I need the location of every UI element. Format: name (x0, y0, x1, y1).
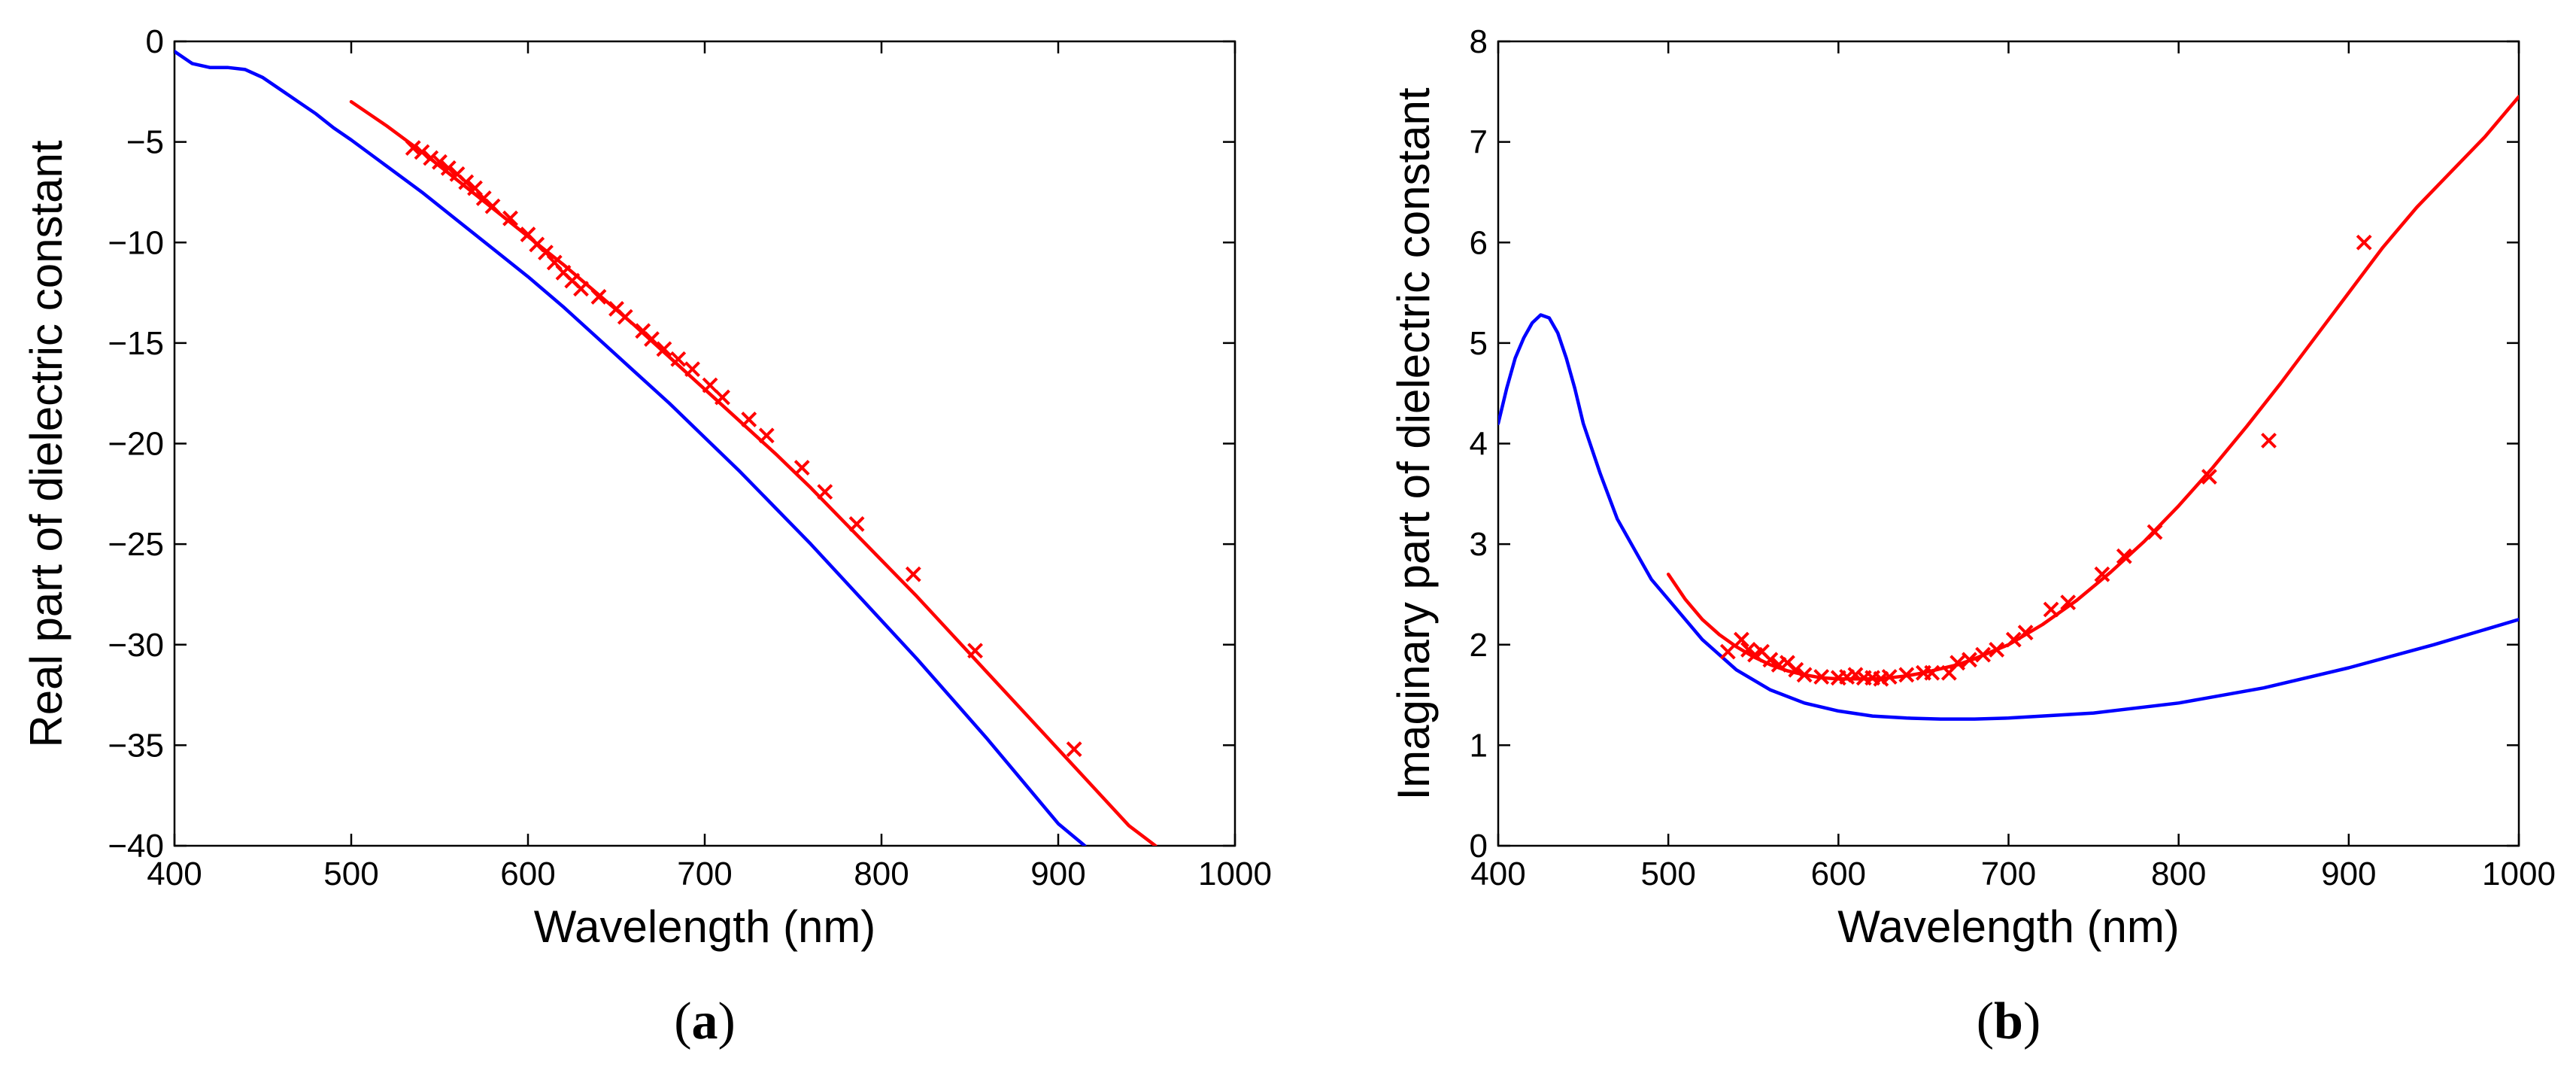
data-point-marker (715, 389, 730, 406)
y-tick-label: −30 (108, 627, 164, 664)
y-tick-label: −40 (108, 828, 164, 865)
x-tick-label: 900 (1030, 856, 1085, 892)
data-point-marker (1813, 669, 1830, 685)
x-tick-label: 500 (1640, 856, 1695, 892)
data-point-marker (1898, 667, 1915, 683)
data-point-marker (967, 643, 983, 659)
data-point-marker (414, 144, 430, 160)
data-point-marker (817, 484, 833, 500)
series-line-blue-curve (174, 50, 1087, 846)
y-axis-label: Real part of dielectric constant (21, 140, 71, 747)
data-point-marker (2116, 548, 2132, 564)
data-point-marker (1989, 642, 2005, 658)
y-tick-label: 1 (1470, 727, 1488, 764)
panel-a: 400 500 600 700 800 900 1000 0 −5 −10 −15 −20 −25 −30… (21, 23, 1272, 1050)
y-tick-label: −5 (126, 124, 164, 161)
data-point-marker (905, 566, 921, 582)
x-tick-label: 900 (2321, 856, 2376, 892)
x-tick-label: 700 (1981, 856, 2036, 892)
data-point-marker (2043, 601, 2059, 618)
data-point-marker (2060, 594, 2077, 611)
data-point-marker (2005, 631, 2022, 648)
x-tick-label: 600 (500, 856, 555, 892)
data-point-marker (702, 377, 718, 394)
data-point-marker (1788, 661, 1804, 678)
plot-area-frame (173, 40, 1236, 847)
data-point-marker (1762, 652, 1779, 668)
data-point-marker (1719, 643, 1736, 660)
plot-area-frame (1497, 40, 2520, 847)
data-point-marker (2261, 433, 2277, 448)
data-point-marker (684, 361, 700, 378)
y-tick-label: −35 (108, 727, 164, 764)
data-point-marker (2356, 234, 2372, 251)
data-point-marker (1796, 667, 1813, 683)
x-tick-label: 800 (854, 856, 909, 892)
y-axis-label: Imaginary part of dielectric constant (1388, 87, 1439, 800)
y-tick-label: 0 (1470, 828, 1488, 865)
y-tick-label: −15 (108, 325, 164, 362)
panel-b: 400 500 600 700 800 900 1000 0 1 2 3 4 5 6 7 8 Wavelengt… (1388, 23, 2556, 1050)
data-point-marker (1881, 669, 1898, 685)
x-tick-label: 1000 (2482, 856, 2556, 892)
data-point-marker (484, 198, 501, 214)
data-point-marker (1975, 646, 1991, 663)
y-tick-label: 4 (1470, 426, 1488, 463)
y-tick-label: 7 (1470, 124, 1488, 161)
data-point-marker (644, 331, 660, 347)
x-tick-label: 800 (2151, 856, 2206, 892)
y-tick-label: 3 (1470, 526, 1488, 563)
data-point-marker (1847, 667, 1864, 683)
y-tick-label: 5 (1470, 325, 1488, 362)
data-point-marker (670, 351, 687, 367)
y-tick-label: 8 (1470, 23, 1488, 60)
panel-caption: (a) (674, 992, 736, 1050)
data-point-marker (2017, 625, 2034, 641)
y-tick-label: 0 (146, 23, 164, 60)
data-point-marker (2201, 469, 2217, 485)
data-point-marker (458, 174, 475, 190)
x-axis-label: Wavelength (nm) (534, 901, 876, 952)
y-tick-label: −25 (108, 526, 164, 563)
data-point-marker (1924, 664, 1940, 681)
x-tick-label: 700 (677, 856, 732, 892)
data-point-marker (405, 140, 421, 157)
series-line-blue-curve (1498, 313, 2519, 721)
data-point-marker (848, 515, 865, 532)
x-tick-label: 1000 (1198, 856, 1272, 892)
data-point-marker (741, 412, 757, 427)
x-axis-label: Wavelength (nm) (1837, 901, 2180, 952)
data-point-marker (2147, 524, 2163, 540)
data-point-marker (656, 341, 672, 357)
data-point-marker (793, 460, 810, 476)
data-point-marker (617, 309, 633, 325)
data-point-marker (1734, 631, 1749, 648)
data-point-marker (423, 150, 439, 166)
data-point-marker (2094, 566, 2110, 582)
data-point-marker (1962, 652, 1977, 668)
data-point-marker (590, 288, 607, 305)
y-tick-label: −10 (108, 224, 164, 261)
data-point-marker (1949, 655, 1966, 671)
x-tick-label: 400 (147, 856, 202, 892)
data-point-marker (432, 154, 448, 170)
panel-caption: (b) (1977, 992, 2041, 1050)
y-tick-label: −20 (108, 426, 164, 463)
data-point-marker (1066, 741, 1082, 758)
y-tick-label: 2 (1470, 627, 1488, 664)
x-tick-label: 600 (1811, 856, 1866, 892)
data-point-marker (573, 281, 589, 297)
x-tick-label: 500 (323, 856, 378, 892)
data-point-marker (758, 427, 775, 444)
y-tick-label: 6 (1470, 224, 1488, 261)
x-tick-label: 400 (1470, 856, 1525, 892)
data-point-marker (440, 160, 457, 176)
series-line-red-fit (349, 99, 1158, 846)
data-point-marker (502, 210, 518, 226)
